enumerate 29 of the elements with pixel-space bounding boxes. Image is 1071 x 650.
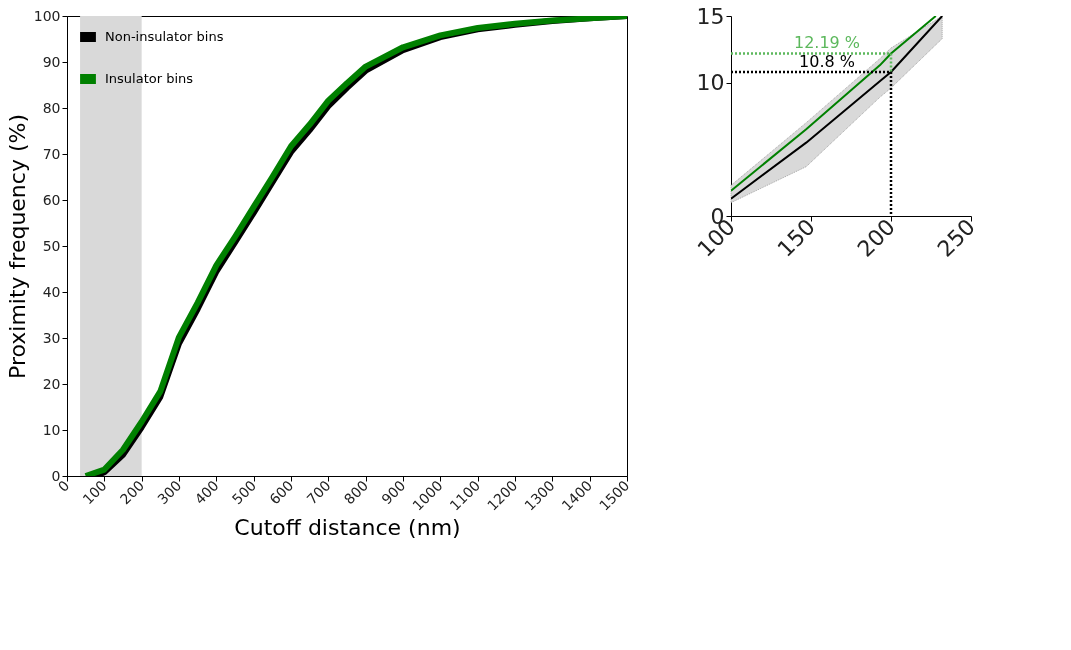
y-tick-label: 90 [42, 53, 61, 70]
x-tick-label: 700 [303, 477, 334, 508]
x-tick-label: 800 [340, 477, 372, 508]
y-tick-label: 50 [42, 237, 61, 254]
y-tick-label: 30 [42, 329, 61, 346]
x-tick-label: 200 [852, 214, 900, 262]
x-tick-label: 400 [191, 477, 222, 508]
annotation: 10.8 % [799, 52, 855, 71]
x-tick-label: 300 [154, 477, 185, 508]
y-axis-title: Proximity frequency (%) [4, 114, 30, 379]
legend-label: Insulator bins [105, 71, 194, 86]
y-tick-label: 60 [42, 191, 61, 208]
x-axis-title: Cutoff distance (nm) [234, 514, 461, 540]
y-tick-label: 20 [42, 375, 61, 392]
y-tick-label: 10 [42, 421, 61, 438]
y-tick-label: 40 [42, 283, 61, 300]
y-tick-label: 15 [696, 3, 725, 29]
x-tick-label: 600 [266, 477, 297, 508]
x-tick-label: 500 [228, 477, 260, 508]
y-tick-label: 80 [42, 99, 61, 116]
x-tick-label: 100 [79, 477, 110, 508]
y-tick-label: 10 [696, 70, 725, 96]
y-tick-label: 100 [33, 7, 61, 24]
x-tick-label: 150 [772, 214, 820, 262]
legend-label: Non-insulator bins [105, 29, 224, 44]
x-tick-label: 250 [932, 214, 980, 262]
y-tick-label: 70 [42, 145, 61, 162]
annotation: 12.19 % [793, 33, 861, 53]
x-tick-label: 900 [378, 477, 409, 508]
